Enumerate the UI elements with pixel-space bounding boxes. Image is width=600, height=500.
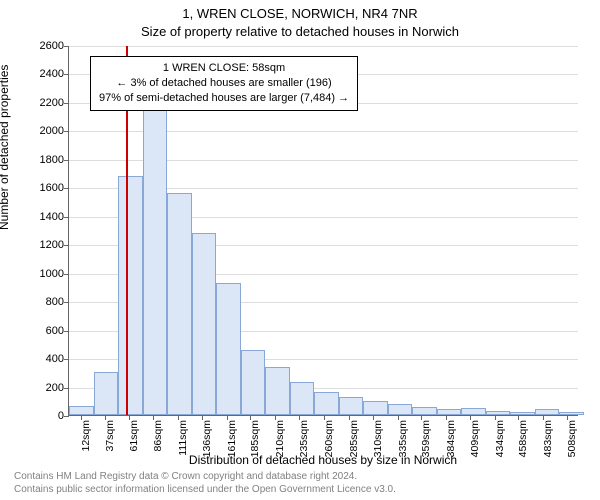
- y-tick-label: 1400: [40, 211, 64, 223]
- histogram-bar: [437, 409, 462, 415]
- histogram-bar: [192, 233, 217, 415]
- y-tick-label: 800: [46, 296, 64, 308]
- y-tick-mark: [64, 46, 69, 47]
- y-tick-mark: [64, 103, 69, 104]
- y-tick-mark: [64, 274, 69, 275]
- y-tick-label: 400: [46, 353, 64, 365]
- histogram-bar: [241, 350, 266, 415]
- y-tick-mark: [64, 131, 69, 132]
- y-tick-label: 2600: [40, 40, 64, 52]
- y-tick-mark: [64, 388, 69, 389]
- y-tick-label: 2000: [40, 125, 64, 137]
- chart-title-sub: Size of property relative to detached ho…: [0, 24, 600, 39]
- gridline: [69, 46, 578, 47]
- footer-line-2: Contains public sector information licen…: [14, 484, 396, 497]
- annotation-line-2: ← 3% of detached houses are smaller (196…: [99, 76, 349, 91]
- footer-line-1: Contains HM Land Registry data © Crown c…: [14, 471, 396, 484]
- histogram-bar: [167, 193, 192, 415]
- annotation-line-1: 1 WREN CLOSE: 58sqm: [99, 61, 349, 76]
- chart-title-main: 1, WREN CLOSE, NORWICH, NR4 7NR: [0, 6, 600, 21]
- histogram-bar: [265, 367, 290, 415]
- y-tick-mark: [64, 74, 69, 75]
- y-axis-label: Number of detached properties: [0, 65, 11, 230]
- histogram-bar: [339, 397, 364, 416]
- histogram-bar: [535, 409, 560, 415]
- annotation-line-3: 97% of semi-detached houses are larger (…: [99, 91, 349, 106]
- histogram-bar: [143, 109, 168, 415]
- y-tick-mark: [64, 245, 69, 246]
- y-tick-label: 200: [46, 382, 64, 394]
- y-tick-label: 0: [58, 410, 64, 422]
- footer-attribution: Contains HM Land Registry data © Crown c…: [14, 471, 396, 496]
- y-tick-label: 600: [46, 325, 64, 337]
- y-tick-mark: [64, 188, 69, 189]
- histogram-bar: [388, 404, 413, 415]
- histogram-bar: [363, 401, 388, 415]
- histogram-bar: [314, 392, 339, 415]
- y-tick-mark: [64, 302, 69, 303]
- histogram-bar: [486, 411, 511, 415]
- chart-container: 1, WREN CLOSE, NORWICH, NR4 7NR Size of …: [0, 0, 600, 500]
- annotation-box: 1 WREN CLOSE: 58sqm ← 3% of detached hou…: [90, 56, 358, 111]
- y-tick-mark: [64, 416, 69, 417]
- y-tick-label: 1800: [40, 154, 64, 166]
- histogram-bar: [69, 406, 94, 415]
- histogram-bar: [412, 407, 437, 415]
- y-tick-label: 1600: [40, 182, 64, 194]
- histogram-bar: [216, 283, 241, 415]
- histogram-bar: [118, 176, 143, 415]
- y-tick-mark: [64, 331, 69, 332]
- y-tick-label: 2200: [40, 97, 64, 109]
- y-tick-label: 1200: [40, 239, 64, 251]
- histogram-bar: [94, 372, 119, 415]
- y-tick-label: 1000: [40, 268, 64, 280]
- histogram-bar: [559, 412, 584, 415]
- y-tick-mark: [64, 359, 69, 360]
- histogram-bar: [290, 382, 315, 415]
- y-tick-label: 2400: [40, 68, 64, 80]
- y-tick-mark: [64, 160, 69, 161]
- y-tick-mark: [64, 217, 69, 218]
- histogram-bar: [461, 408, 486, 415]
- x-axis-label: Distribution of detached houses by size …: [68, 453, 578, 467]
- histogram-bar: [510, 412, 535, 415]
